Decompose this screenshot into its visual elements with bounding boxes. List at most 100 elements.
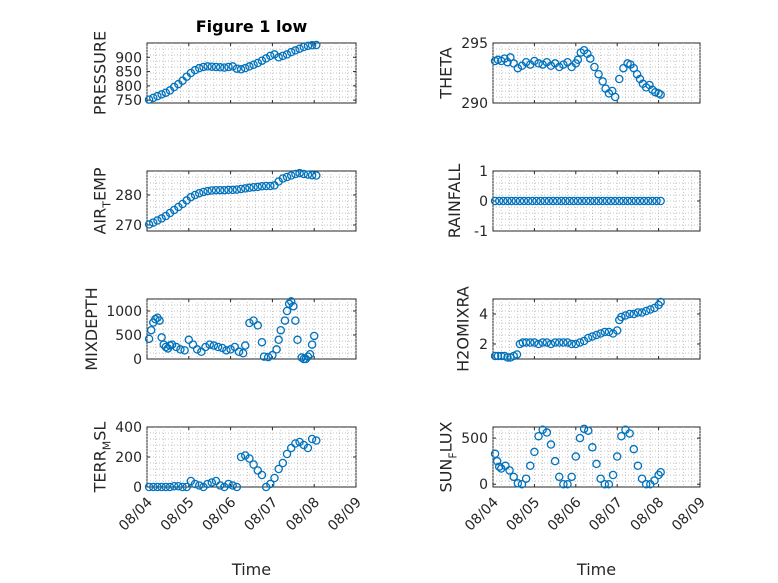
data-point [312,40,321,50]
data-point [490,351,500,361]
data-point [600,479,610,489]
data-point [157,482,166,492]
data-point [257,56,267,65]
data-point [606,196,616,206]
data-point [507,196,516,206]
data-point [257,470,267,480]
data-point [615,74,624,84]
y-tick-label: 750 [115,93,142,109]
data-point [274,464,283,474]
data-point [619,63,628,73]
y-tick-label: 290 [461,96,488,112]
data-point [207,186,217,195]
data-point [610,92,620,102]
data-point [515,196,525,206]
data-point [211,185,221,195]
data-point [567,339,576,349]
x-tick-label: 08/07 [241,495,281,535]
data-point [594,69,603,79]
data-point [291,46,300,55]
data-point [615,196,624,206]
data-point [596,329,605,338]
data-point [307,434,317,444]
data-point [575,433,585,443]
data-point [211,62,221,72]
data-point [282,50,292,59]
x-tick-label: 08/05 [158,495,198,535]
data-point [492,456,502,466]
data-point [274,335,283,345]
data-point [182,482,191,492]
data-point [571,339,581,349]
y-axis-label: PRESSURE [91,31,110,115]
data-point [617,312,626,322]
data-point [490,449,500,459]
data-point [192,345,202,354]
data-point [215,481,225,490]
data-point [656,196,665,206]
data-point [203,479,212,489]
data-point [186,192,196,202]
data-point [602,196,612,206]
data-point [274,53,283,62]
y-tick-label: 0 [133,480,142,496]
data-point [263,352,273,362]
data-point [276,325,286,335]
data-point [303,170,313,179]
data-point [222,346,231,355]
data-point [224,185,233,195]
data-point [552,196,562,206]
data-point [652,196,661,206]
data-point [224,479,233,489]
data-point [172,342,181,352]
data-point [581,196,591,206]
data-point [512,350,522,359]
data-point [559,479,568,489]
data-point [629,444,639,454]
data-point [236,65,246,74]
data-point [253,58,263,68]
y-axis-label: AIRTEMP [91,167,114,234]
data-point [513,479,523,488]
x-axis-label: Time [576,560,616,579]
data-point [261,54,271,63]
data-point [286,443,296,453]
data-point [238,348,248,358]
data-point [155,316,164,325]
data-point [656,297,665,307]
data-point [266,181,275,191]
data-point [305,349,315,359]
data-point [542,338,552,347]
data-point [534,431,543,441]
data-point [612,326,622,335]
data-point [586,196,595,206]
data-point [149,218,158,227]
data-point [540,196,550,206]
data-point [629,309,639,319]
subplot-7: 08/04 08/05 08/06 08/07 08/08 08/09 0 200 400TER… [91,420,365,579]
data-point [245,183,254,193]
data-point [554,62,564,72]
data-point [303,41,313,51]
data-point [280,316,290,325]
y-tick-label: 1 [479,164,488,180]
data-point [299,42,308,52]
data-point [249,316,258,325]
data-point [245,318,254,328]
data-point [573,55,583,65]
data-point [563,57,572,67]
data-point [538,338,547,347]
data-point [240,184,250,193]
data-point [625,429,634,438]
y-axis-label: THETA [437,47,456,99]
data-point [149,482,158,492]
data-point [503,196,512,206]
data-point [303,352,313,361]
y-axis-label: RAINFALL [445,164,464,239]
data-point [203,62,212,71]
data-point [205,340,214,349]
y-tick-label: 800 [115,79,142,95]
subplot-6: 2 4 H2OMIXRA [454,286,701,372]
data-point [523,196,533,206]
